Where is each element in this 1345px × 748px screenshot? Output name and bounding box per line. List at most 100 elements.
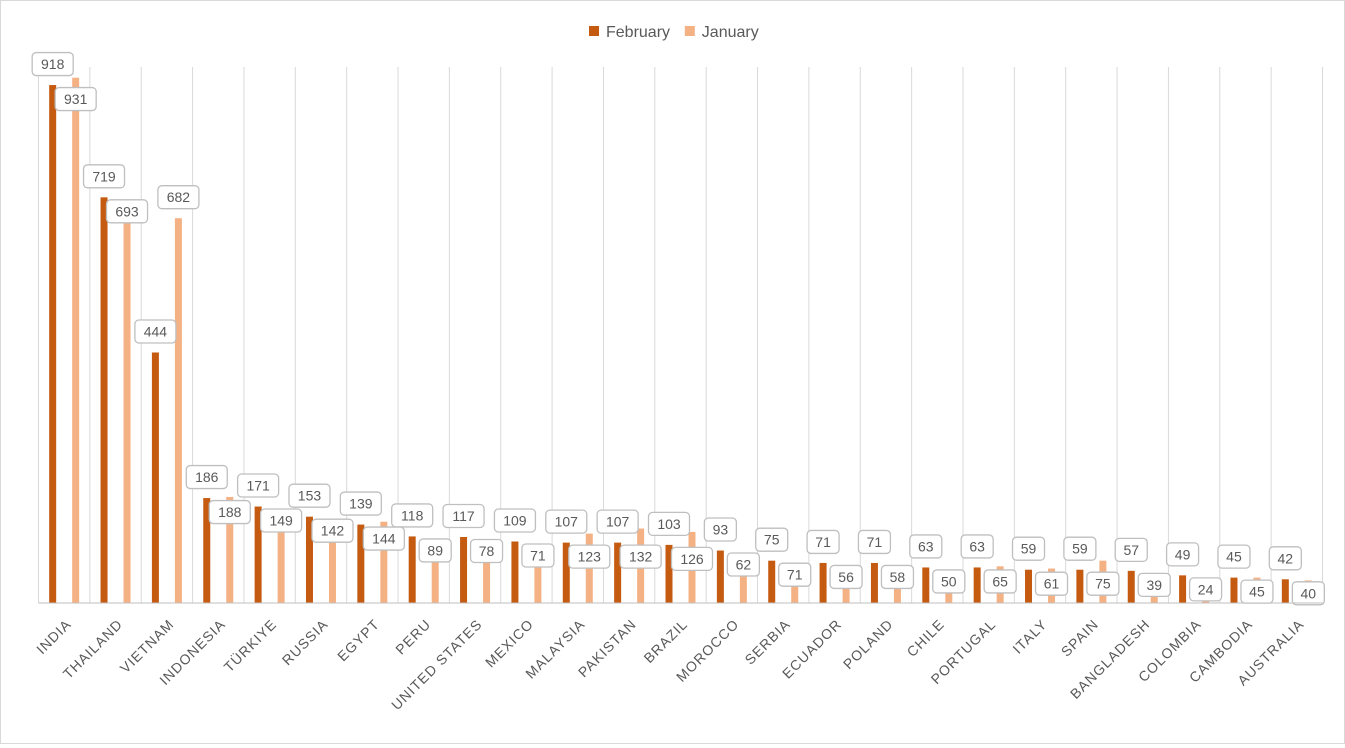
data-label-value: 931 [64,91,88,107]
data-label-box [806,529,840,555]
x-tick-label-india: INDIA [33,616,74,657]
data-label-box [1137,572,1171,597]
bar-february-spain [1076,569,1084,603]
data-label-box [157,185,200,210]
data-label-box [932,569,966,594]
bar-february-brazil [665,544,673,603]
data-label-value: 39 [1146,577,1162,593]
bar-february-united-states [460,536,468,603]
data-label-value: 123 [578,549,602,565]
data-label-box [362,526,405,551]
x-tick-label-russia: RUSSIA [279,616,331,668]
data-label: 144 [362,526,405,551]
bar-january-thailand [123,212,131,603]
data-label: 931 [54,86,97,112]
data-label-value: 58 [890,569,906,585]
x-tick-label-chile: CHILE [903,616,947,660]
data-label: 59 [1011,536,1046,561]
bar-february-indonesia [203,498,211,603]
x-tick-label-mexico: MEXICO [482,616,537,671]
data-label: 45 [1240,579,1274,604]
data-label-value: 117 [452,508,475,524]
bar-february-cambodia [1230,577,1238,603]
data-label: 59 [1063,536,1097,561]
data-label-value: 142 [321,523,345,539]
data-label-value: 75 [764,532,780,548]
x-tick-label-t-rkiye: TÜRKIYE [220,615,280,675]
data-label-value: 45 [1249,584,1265,600]
data-label-box [909,534,943,559]
data-label-value: 45 [1226,549,1242,565]
data-label-value: 57 [1123,542,1139,558]
data-label: 123 [568,544,611,569]
data-label: 65 [983,569,1017,594]
data-label-value: 63 [918,538,934,554]
data-label: 682 [157,185,200,210]
data-label-box [703,517,738,542]
data-label: 132 [619,544,662,569]
bar-january-russia [328,522,336,603]
data-label: 93 [703,517,738,542]
bar-january-t-rkiye [277,518,285,603]
data-label: 71 [806,529,840,555]
bar-february-ecuador [819,562,827,603]
x-tick-label-united-states: UNITED STATES [388,616,485,713]
bar-february-pakistan [614,542,622,603]
data-label-box [778,562,812,587]
data-label-box [1188,577,1223,602]
bar-february-italy [1025,569,1033,603]
data-label: 109 [493,508,537,533]
data-label: 719 [82,164,126,189]
x-tick-label-serbia: SERBIA [741,616,793,668]
x-axis-tick-labels: INDIATHAILANDVIETNAMINDONESIATÜRKIYERUSS… [33,615,1307,713]
bar-february-morocco [716,550,724,603]
legend-item-january: January [684,24,759,41]
data-label-box [1114,537,1148,562]
data-label: 693 [105,199,149,224]
bar-february-mexico [511,541,519,603]
bar-february-colombia [1179,575,1187,603]
legend-label: February [606,24,670,41]
data-label: 149 [259,508,303,533]
data-label: 62 [726,552,761,577]
data-label-box [726,552,761,577]
data-label: 50 [932,569,966,594]
data-label-value: 63 [969,538,985,554]
data-label: 118 [391,503,434,528]
bar-february-india [49,85,57,603]
data-label-box [259,508,303,533]
data-label: 39 [1137,572,1171,597]
data-label-value: 71 [787,567,803,583]
data-label-value: 682 [167,189,191,205]
bar-february-australia [1281,579,1289,603]
data-label-value: 65 [992,573,1008,589]
data-label-value: 89 [427,542,443,558]
legend: February January [589,24,759,41]
data-label-box [1086,571,1120,596]
data-label-value: 153 [298,488,322,504]
x-tick-label-poland: POLAND [840,616,896,672]
data-label-box [829,564,863,590]
bar-january-egypt [380,521,388,603]
data-label-box [755,527,789,552]
data-label: 186 [185,464,228,490]
bar-january-india [72,77,80,604]
data-label-box [983,569,1017,594]
data-label-value: 186 [195,469,219,485]
legend-label: January [702,24,759,41]
data-label: 117 [442,503,485,529]
data-label: 171 [236,473,280,498]
x-tick-label-peru: PERU [392,616,434,658]
data-label-box [493,508,537,533]
data-label-box [288,483,331,508]
data-label-value: 109 [503,513,527,529]
bar-january-mexico [534,562,542,603]
bar-february-thailand [100,197,108,603]
data-label: 63 [960,534,994,559]
data-label: 71 [521,543,555,568]
legend-swatch [589,26,599,36]
bar-february-chile [922,567,930,603]
data-label-value: 56 [838,569,854,585]
data-label: 45 [1217,544,1251,569]
